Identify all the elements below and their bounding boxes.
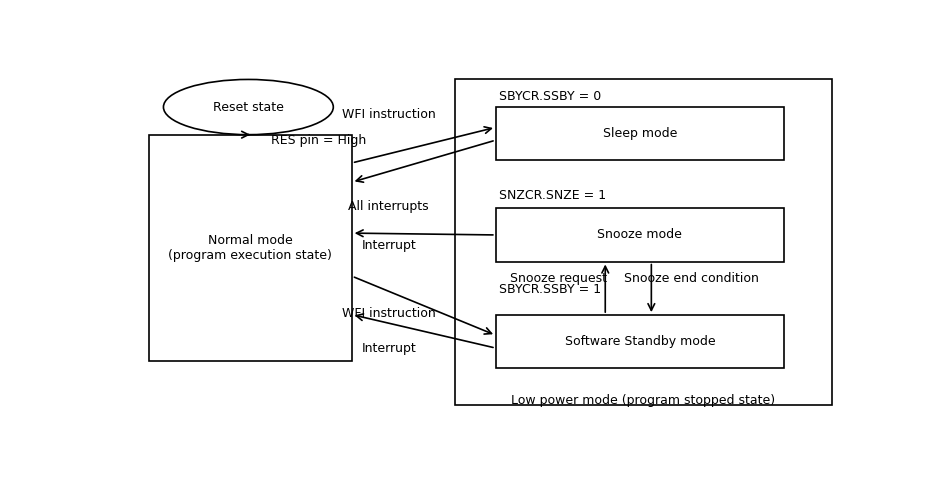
Text: WFI instruction: WFI instruction [342, 307, 435, 320]
Bar [455, 79, 831, 405]
Text: Snooze request: Snooze request [509, 272, 606, 285]
Ellipse shape [163, 79, 333, 135]
Bar [149, 135, 351, 361]
Bar [495, 208, 783, 261]
Text: Low power mode (program stopped state): Low power mode (program stopped state) [511, 394, 775, 407]
Text: Snooze mode: Snooze mode [597, 228, 682, 241]
Text: Interrupt: Interrupt [361, 239, 416, 251]
Text: Normal mode
(program execution state): Normal mode (program execution state) [169, 234, 332, 262]
Text: All interrupts: All interrupts [348, 200, 428, 213]
Text: SBYCR.SSBY = 1: SBYCR.SSBY = 1 [499, 283, 601, 296]
Text: WFI instruction: WFI instruction [342, 108, 435, 121]
Text: SBYCR.SSBY = 0: SBYCR.SSBY = 0 [499, 89, 601, 102]
Text: Software Standby mode: Software Standby mode [564, 335, 714, 348]
Text: Snooze end condition: Snooze end condition [624, 272, 758, 285]
Bar [495, 315, 783, 369]
Text: SNZCR.SNZE = 1: SNZCR.SNZE = 1 [499, 189, 606, 202]
Text: Reset state: Reset state [212, 100, 284, 114]
Text: RES pin = High: RES pin = High [270, 134, 366, 147]
Bar [495, 107, 783, 161]
Text: Interrupt: Interrupt [361, 342, 416, 355]
Text: Sleep mode: Sleep mode [602, 127, 676, 140]
